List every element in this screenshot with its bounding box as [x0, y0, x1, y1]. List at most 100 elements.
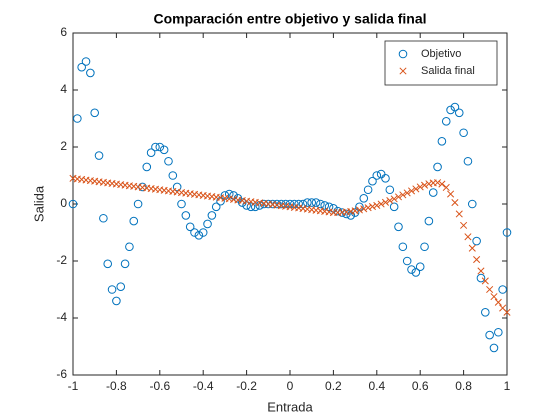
legend-label: Objetivo [421, 48, 461, 60]
x-marker [451, 199, 459, 207]
x-marker [360, 205, 368, 213]
legend-marker [398, 49, 408, 59]
circle-marker [103, 259, 113, 269]
circle-marker [441, 117, 451, 126]
circle-marker [164, 156, 173, 166]
chart-title: Comparación entre objetivo y salida fina… [153, 11, 426, 27]
circle-marker [281, 199, 290, 209]
circle-marker [411, 268, 421, 277]
x-axis-label: Entrada [267, 399, 313, 414]
circle-marker [255, 201, 264, 210]
legend-label: Salida final [421, 65, 475, 77]
x-marker [399, 191, 407, 199]
circle-marker [155, 142, 165, 152]
circle-marker [476, 273, 486, 283]
x-marker [473, 256, 481, 264]
x-tick-label: -0.8 [106, 379, 127, 393]
x-marker [412, 185, 420, 193]
x-tick-label: -0.6 [149, 379, 170, 393]
circle-marker [463, 156, 473, 166]
circle-marker [68, 199, 78, 209]
circle-marker [316, 199, 325, 209]
circle-marker [77, 62, 86, 72]
y-tick-label: 2 [60, 139, 67, 153]
y-tick-label: -6 [56, 367, 67, 381]
circle-marker [359, 194, 369, 203]
circle-marker [428, 188, 438, 197]
circle-marker [120, 259, 130, 269]
x-marker [438, 180, 446, 188]
x-marker [355, 206, 363, 214]
x-marker [403, 189, 411, 197]
circle-marker [446, 105, 455, 115]
circle-marker [311, 198, 321, 207]
circle-marker [363, 185, 373, 195]
x-marker [381, 198, 390, 206]
x-marker [407, 187, 416, 195]
circle-marker [151, 142, 160, 152]
circle-marker [303, 198, 312, 207]
plot-area [73, 33, 507, 375]
circle-marker [489, 343, 499, 353]
circle-marker [177, 199, 186, 209]
x-tick-label: 0.2 [325, 379, 342, 393]
circle-marker [398, 242, 408, 252]
circle-marker [198, 228, 208, 237]
circle-marker [94, 151, 104, 160]
x-marker [368, 203, 377, 211]
circle-marker [394, 222, 403, 232]
circle-marker [211, 202, 221, 212]
x-marker [490, 293, 498, 301]
circle-marker [320, 201, 330, 210]
x-marker [455, 210, 463, 218]
x-tick-label: 0 [287, 379, 294, 393]
circle-marker [298, 199, 308, 209]
x-marker [364, 204, 372, 212]
x-marker [394, 193, 403, 201]
circle-marker [424, 216, 434, 226]
circle-marker [420, 242, 429, 252]
circle-marker [116, 282, 126, 291]
circle-marker [146, 148, 156, 157]
x-tick-label: 1 [504, 379, 511, 393]
circle-marker [133, 199, 143, 209]
circle-marker [368, 176, 377, 186]
circle-marker [481, 308, 490, 317]
x-tick-label: -0.4 [193, 379, 214, 393]
circle-marker [73, 114, 82, 123]
circle-marker [172, 182, 182, 192]
x-marker [442, 183, 450, 192]
x-marker [477, 267, 485, 275]
circle-marker [494, 327, 503, 337]
circle-marker [129, 216, 139, 226]
x-marker [351, 207, 359, 215]
circle-marker [203, 219, 212, 229]
axes-box [72, 32, 508, 376]
x-marker [420, 181, 429, 189]
circle-marker [125, 242, 134, 252]
circle-marker [437, 137, 447, 146]
circle-marker [220, 191, 230, 200]
x-tick-label: -1 [68, 379, 79, 393]
y-axis-label: Salida [31, 185, 46, 222]
circle-marker [81, 57, 91, 66]
x-marker [416, 183, 424, 191]
x-tick-label: 0.8 [455, 379, 472, 393]
y-tick-label: 4 [60, 82, 67, 96]
circle-marker [246, 202, 256, 212]
y-tick-label: 0 [60, 196, 67, 210]
circle-marker [90, 108, 99, 118]
circle-marker [372, 171, 382, 180]
x-marker [494, 298, 502, 306]
circle-marker [185, 222, 195, 232]
circle-marker [285, 199, 295, 209]
circle-marker [485, 330, 494, 340]
circle-marker [237, 198, 247, 207]
x-marker [481, 277, 489, 285]
x-tick-label: 0.6 [412, 379, 429, 393]
circle-marker [224, 189, 234, 199]
x-marker [377, 200, 385, 208]
circle-marker [385, 185, 395, 195]
circle-marker [415, 262, 425, 272]
